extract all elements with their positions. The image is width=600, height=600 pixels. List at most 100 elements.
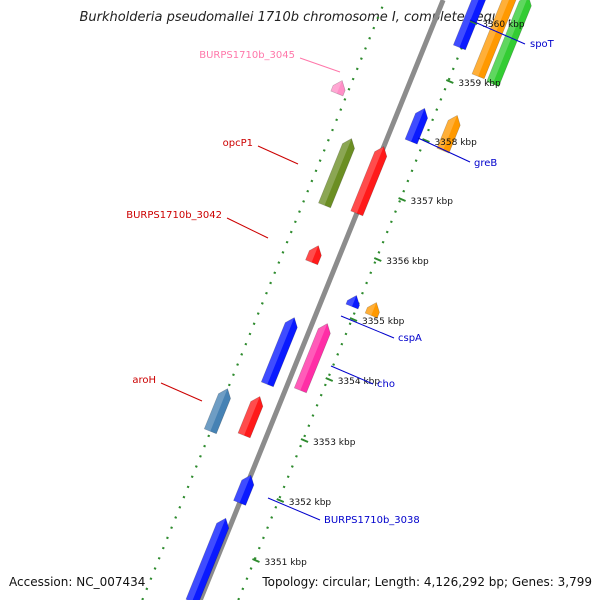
gene-arrow-highlight	[204, 388, 228, 432]
gene-label-text[interactable]: cho	[377, 379, 395, 390]
gene-arrow-body	[203, 388, 231, 435]
gene-arrow-highlight	[486, 0, 529, 85]
gene-label-cspa[interactable]: cspA	[340, 315, 422, 344]
kbp-label: 3358 kbp	[434, 138, 477, 148]
gene-arrow-highlight	[405, 108, 425, 142]
gene-arrow-highlight	[238, 396, 260, 436]
leader-line	[330, 365, 374, 385]
accession-text: Accession: NC_007434	[9, 575, 146, 589]
gene-feature-3[interactable]	[486, 0, 535, 87]
gene-arrow-highlight	[261, 317, 295, 385]
gene-feature-5[interactable]	[404, 106, 431, 145]
gene-arrow-body	[364, 302, 380, 319]
gene-feature-11[interactable]	[364, 300, 382, 319]
gene-feature-15[interactable]	[237, 394, 266, 439]
gene-label-spot[interactable]: spoT	[469, 19, 555, 50]
kbp-label: 3353 kbp	[313, 438, 356, 448]
gene-arrow-body	[350, 146, 388, 217]
gene-arrow-highlight	[436, 115, 458, 151]
gene-arrow-highlight	[294, 323, 328, 391]
gene-label-burps1710b-3038[interactable]: BURPS1710b_3038	[267, 497, 420, 526]
kbp-scale: 3351 kbp 3352 kbp 3353 kbp 3354 kbp 3355 kbp…	[252, 20, 525, 568]
gene-feature-17[interactable]	[185, 516, 232, 600]
leader-line	[469, 19, 526, 45]
gene-feature-8[interactable]	[350, 144, 390, 217]
gene-feature-12[interactable]	[260, 315, 300, 388]
kbp-label: 3354 kbp	[338, 377, 381, 387]
gene-arrow-highlight	[233, 475, 251, 503]
gene-arrow-highlight	[330, 80, 343, 94]
gene-arrow-highlight	[345, 295, 357, 307]
gene-label-burps1710b-3042[interactable]: BURPS1710b_3042	[126, 210, 269, 239]
gene-label-text[interactable]: aroH	[132, 375, 156, 386]
gene-arrow-highlight	[350, 146, 384, 214]
leader-line	[417, 137, 471, 163]
gene-label-text[interactable]: BURPS1710b_3045	[199, 50, 295, 61]
kbp-label: 3356 kbp	[386, 257, 429, 267]
gene-feature-9[interactable]	[305, 243, 325, 266]
kbp-tick	[422, 138, 430, 143]
kbp-label: 3360 kbp	[482, 20, 525, 30]
right-guide-line	[237, 0, 483, 600]
gene-arrow-body	[293, 323, 331, 394]
gene-label-aroh[interactable]: aroH	[132, 375, 203, 402]
gene-label-text[interactable]: opcP1	[223, 138, 253, 149]
leader-line	[340, 315, 395, 339]
gene-label-greb[interactable]: greB	[417, 137, 497, 169]
gene-label-burps1710b-3045[interactable]: BURPS1710b_3045	[199, 50, 341, 73]
gene-label-text[interactable]: BURPS1710b_3042	[126, 210, 222, 221]
kbp-label: 3351 kbp	[264, 558, 307, 568]
gene-feature-4[interactable]	[330, 78, 348, 97]
kbp-label: 3355 kbp	[362, 317, 405, 327]
gene-arrow-highlight	[185, 518, 226, 600]
gene-feature-16[interactable]	[233, 473, 257, 506]
leader-line	[299, 57, 341, 73]
gene-arrow-body	[233, 474, 255, 506]
kbp-label: 3359 kbp	[458, 79, 501, 89]
gene-arrow-body	[185, 517, 230, 600]
gene-label-text[interactable]: cspA	[398, 333, 422, 344]
kbp-tick	[349, 317, 358, 322]
gene-arrow-body	[452, 0, 489, 51]
gene-label-text[interactable]: BURPS1710b_3038	[324, 515, 420, 526]
kbp-tick	[276, 498, 285, 503]
kbp-tick	[300, 438, 309, 443]
gene-arrow-body	[486, 0, 532, 87]
gene-labels[interactable]: spoT BURPS1710b_3045 greB opcP1 BURPS1710b_3…	[126, 19, 555, 526]
gene-arrow-highlight	[453, 0, 486, 48]
gene-feature-13[interactable]	[293, 321, 333, 394]
gene-arrow-body	[260, 317, 298, 388]
backbone-line	[197, 0, 446, 600]
gene-label-text[interactable]: spoT	[530, 39, 555, 50]
kbp-tick	[325, 377, 334, 382]
gene-feature-1[interactable]	[452, 0, 491, 51]
kbp-label: 3357 kbp	[411, 197, 454, 207]
gene-arrow-body	[436, 114, 461, 154]
gene-arrow-body	[404, 107, 428, 145]
kbp-tick	[398, 197, 406, 202]
kbp-label: 3352 kbp	[289, 498, 332, 508]
gene-arrow-body	[237, 396, 264, 439]
gene-arrow-highlight	[318, 138, 352, 206]
gene-arrow-body	[318, 138, 355, 209]
kbp-tick	[252, 558, 260, 563]
dotted-guide-lines	[141, 0, 483, 600]
left-guide-line	[141, 0, 387, 600]
gene-label-text[interactable]: greB	[474, 158, 497, 169]
gene-label-opcp1[interactable]: opcP1	[223, 138, 299, 165]
gene-feature-6[interactable]	[436, 113, 463, 154]
leader-line	[267, 497, 321, 521]
gene-arrow-highlight	[305, 245, 319, 263]
leader-line	[226, 217, 269, 239]
gene-feature-10[interactable]	[345, 293, 363, 310]
gene-arrow-highlight	[365, 302, 377, 316]
chromosome-backbone	[197, 0, 446, 600]
gene-feature-14[interactable]	[203, 386, 233, 435]
kbp-tick	[445, 79, 454, 84]
gene-arrow-body	[330, 80, 346, 97]
kbp-tick	[373, 257, 382, 262]
gene-feature-7[interactable]	[318, 136, 358, 209]
map-title: Burkholderia pseudomallei 1710b chromoso…	[79, 10, 521, 25]
gene-label-cho[interactable]: cho	[330, 365, 395, 390]
